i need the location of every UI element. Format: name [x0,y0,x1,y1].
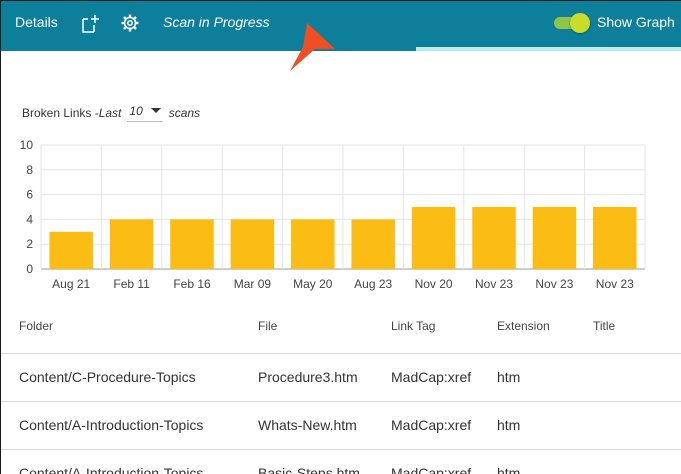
y-tick-label: 10 [20,138,34,152]
x-tick-label: Nov 23 [475,277,513,291]
y-tick-label: 8 [26,163,33,177]
table-row[interactable]: Content/A-Introduction-Topics Basic-Step… [1,449,681,474]
table-header: Folder File Link Tag Extension Title [1,311,681,353]
show-graph-toggle[interactable] [554,13,590,33]
details-button[interactable]: Details [15,14,58,30]
x-tick-label: Aug 23 [354,277,392,291]
scan-progress-fill [1,47,417,51]
x-tick-label: Aug 21 [52,277,90,291]
column-header-folder[interactable]: Folder [19,319,54,333]
x-tick-label: Nov 23 [535,277,573,291]
column-header-file[interactable]: File [258,319,278,333]
cell-file: Procedure3.htm [258,369,358,385]
scan-count-value: 10 [129,103,143,118]
bar[interactable] [411,207,456,269]
cell-link-tag: MadCap:xref [391,465,472,474]
bar[interactable] [593,207,637,269]
scan-status-text: Scan in Progress [163,14,270,30]
x-tick-label: Feb 11 [113,277,150,291]
y-tick-label: 6 [26,188,33,202]
column-header-title[interactable]: Title [593,319,616,333]
filter-prefix: Broken Links - [22,105,99,120]
x-tick-label: Feb 16 [173,277,211,291]
bar[interactable] [291,219,335,269]
chevron-down-icon [150,108,161,113]
y-tick-label: 4 [26,212,33,226]
column-header-link-tag[interactable]: Link Tag [391,319,436,333]
x-tick-label: Nov 23 [596,277,634,291]
cell-folder: Content/A-Introduction-Topics [19,417,204,433]
chart-y-ticks: 0 2 4 6 8 10 [20,138,34,276]
show-graph-label[interactable]: Show Graph [597,14,675,30]
cell-link-tag: MadCap:xref [391,417,472,433]
cell-folder: Content/A-Introduction-Topics [19,465,204,474]
chart-x-ticks: Aug 21 Feb 11 Feb 16 Mar 09 May 20 Aug 23 Nov … [52,277,634,291]
gear-icon[interactable] [120,13,140,33]
x-tick-label: Nov 20 [415,277,453,291]
cell-link-tag: MadCap:xref [391,369,472,385]
toggle-thumb [570,13,590,33]
filter-last-label: Last [98,105,122,120]
scan-count-select[interactable]: 10 [127,103,163,122]
bar[interactable] [230,219,275,269]
bar[interactable] [49,231,93,269]
cell-file: Whats-New.htm [258,417,357,433]
toolbar: Details Scan in Progress Show Graph [1,1,681,47]
bar[interactable] [351,219,395,269]
cell-file: Basic-Steps.htm [258,465,360,474]
bar[interactable] [532,207,577,269]
bar[interactable] [170,219,214,269]
cell-extension: htm [497,369,521,385]
y-tick-label: 0 [26,262,33,276]
callout-arrow-icon [290,23,335,71]
cell-folder: Content/C-Procedure-Topics [19,369,196,385]
table-row[interactable]: Content/C-Procedure-Topics Procedure3.ht… [1,353,681,401]
table-row[interactable]: Content/A-Introduction-Topics Whats-New.… [1,401,681,449]
cell-extension: htm [497,417,521,433]
y-tick-label: 2 [26,237,33,251]
new-document-icon[interactable] [80,14,100,34]
scan-progress-bar [1,47,681,51]
x-tick-label: May 20 [293,277,333,291]
scan-filter: Broken Links - Last 10 scans [22,103,200,122]
chart-bars [49,207,637,269]
column-header-extension[interactable]: Extension [497,319,550,333]
cell-extension: htm [497,465,521,474]
bar[interactable] [472,207,516,269]
x-tick-label: Mar 09 [234,277,272,291]
bar[interactable] [109,219,154,269]
filter-suffix: scans [168,105,201,120]
